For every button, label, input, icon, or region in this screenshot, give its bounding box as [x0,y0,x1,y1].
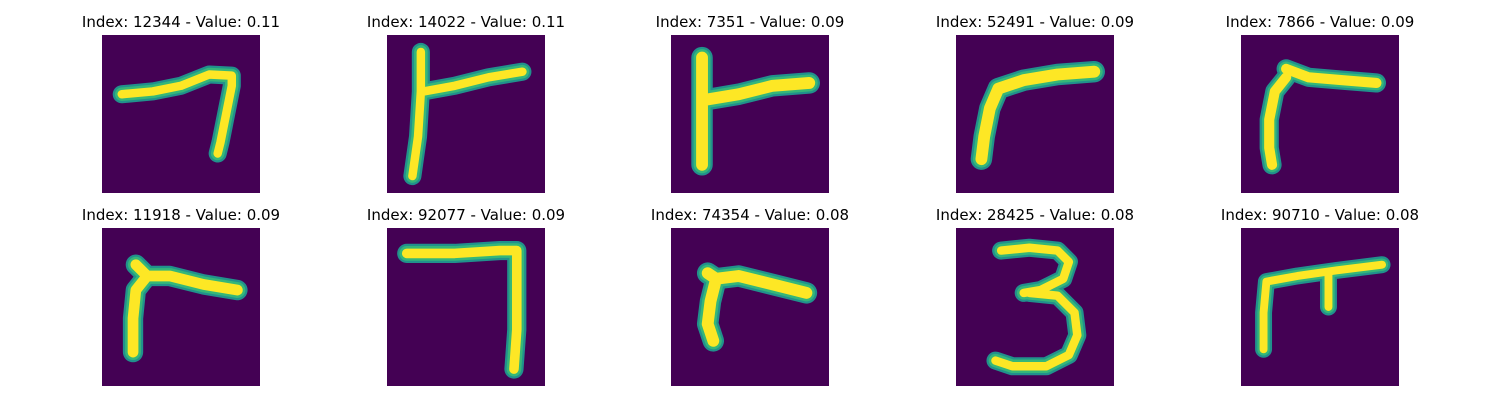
panel-title: Index: 52491 - Value: 0.09 [935,13,1135,31]
digit-panel-3: Index: 7351 - Value: 0.09 [656,13,844,203]
digit-panel-4: Index: 52491 - Value: 0.09 [936,13,1134,203]
curved-r-glyph [1259,59,1387,175]
curved-r-glyph [970,60,1105,170]
vertical-bar-with-arm-glyph [403,42,532,186]
digit-image [387,35,545,193]
digit-panel-2: Index: 14022 - Value: 0.11 [367,13,565,203]
digit-panel-10: Index: 90710 - Value: 0.08 [1221,206,1419,396]
digit-panel-7: Index: 92077 - Value: 0.09 [367,206,565,396]
panel-title: Index: 90710 - Value: 0.08 [1220,206,1420,224]
digit-image [1241,228,1399,386]
panel-title: Index: 12344 - Value: 0.11 [81,13,281,31]
digit-image [102,35,260,193]
digit-panel-6: Index: 11918 - Value: 0.09 [82,206,280,396]
digit-panel-8: Index: 74354 - Value: 0.08 [651,206,849,396]
digit-image [387,228,545,386]
slanted-r-glyph [696,262,818,352]
digit-panel-9: Index: 28425 - Value: 0.08 [936,206,1134,396]
digit-panel-1: Index: 12344 - Value: 0.11 [82,13,280,203]
vertical-bar-with-arm-glyph [691,46,820,176]
digit-image [956,35,1114,193]
panel-title: Index: 7351 - Value: 0.09 [655,13,845,31]
seven-glyph [397,240,527,379]
digit-image [671,35,829,193]
digit-panel-5: Index: 7866 - Value: 0.09 [1226,13,1414,203]
digit-image [1241,35,1399,193]
digit-image [671,228,829,386]
seven-hook-glyph [112,65,241,163]
slanted-r-glyph [122,254,248,363]
digit-image [102,228,260,386]
digit-image [956,228,1114,386]
panel-title: Index: 7866 - Value: 0.09 [1225,13,1415,31]
panel-title: Index: 74354 - Value: 0.08 [650,206,850,224]
panel-title: Index: 28425 - Value: 0.08 [935,206,1135,224]
panel-title: Index: 92077 - Value: 0.09 [366,206,566,224]
panel-title: Index: 14022 - Value: 0.11 [366,13,566,31]
digit-three-glyph [986,238,1087,376]
panel-title: Index: 11918 - Value: 0.09 [81,206,281,224]
pi-like-glyph [1255,256,1391,358]
